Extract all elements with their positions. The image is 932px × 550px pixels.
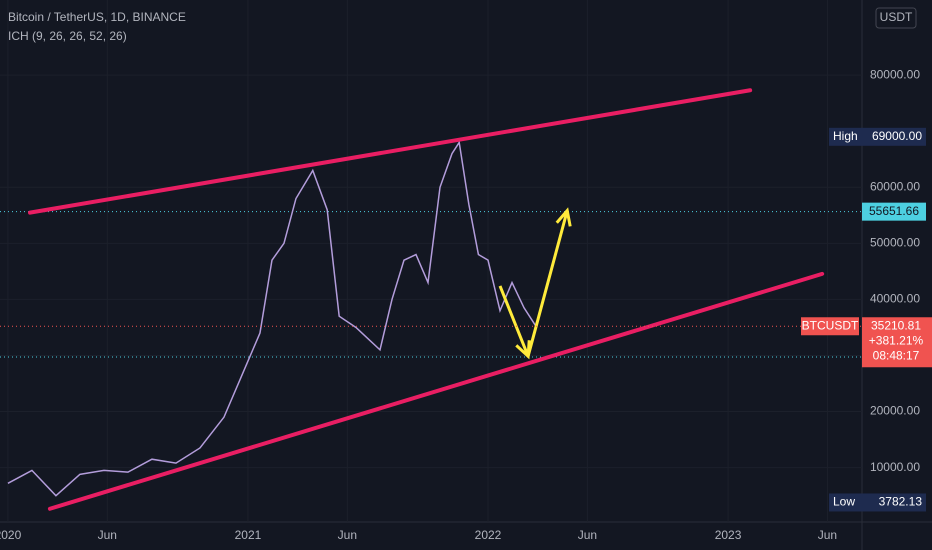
currency-button-label[interactable]: USDT (880, 10, 913, 24)
price-line-series (7, 140, 537, 497)
last-name: BTCUSDT (802, 318, 859, 332)
extreme-value: 3782.13 (879, 495, 923, 509)
indicator-label: ICH (9, 26, 26, 52, 26) (8, 29, 127, 43)
x-tick-label: Jun (818, 528, 837, 542)
price-tag (862, 202, 926, 221)
y-tick-label: 80000.00 (870, 67, 920, 81)
extreme-tag (829, 493, 926, 512)
last-price: 35210.81 (871, 318, 921, 332)
y-tick-label: 20000.00 (870, 404, 920, 418)
currency-button[interactable] (875, 7, 917, 29)
y-tick-label: 60000.00 (870, 179, 920, 193)
trend-line (28, 88, 753, 215)
x-tick-label: Jun (578, 528, 597, 542)
x-tick-label: 2020 (0, 528, 22, 542)
last-name-tag (801, 317, 859, 336)
x-tick-label: Jun (338, 528, 357, 542)
chart-title: Bitcoin / TetherUS, 1D, BINANCE (8, 10, 186, 24)
trend-line (47, 271, 825, 511)
extreme-value: 69000.00 (872, 129, 922, 143)
y-tick-label: 40000.00 (870, 292, 920, 306)
last-price-tag (862, 317, 932, 368)
extreme-tag (829, 127, 926, 146)
x-tick-label: Jun (98, 528, 117, 542)
arrow-head (555, 207, 572, 227)
x-tick-label: 2021 (235, 528, 262, 542)
last-countdown: 08:48:17 (873, 348, 920, 362)
y-tick-label: 50000.00 (870, 236, 920, 250)
extreme-name: High (833, 129, 858, 143)
price-tag-label: 55651.66 (869, 204, 919, 218)
x-tick-label: 2023 (715, 528, 742, 542)
arrow-head (515, 340, 531, 360)
last-change: +381.21% (869, 333, 924, 347)
y-tick-label: 10000.00 (870, 460, 920, 474)
extreme-name: Low (833, 495, 855, 509)
x-tick-label: 2022 (475, 528, 502, 542)
